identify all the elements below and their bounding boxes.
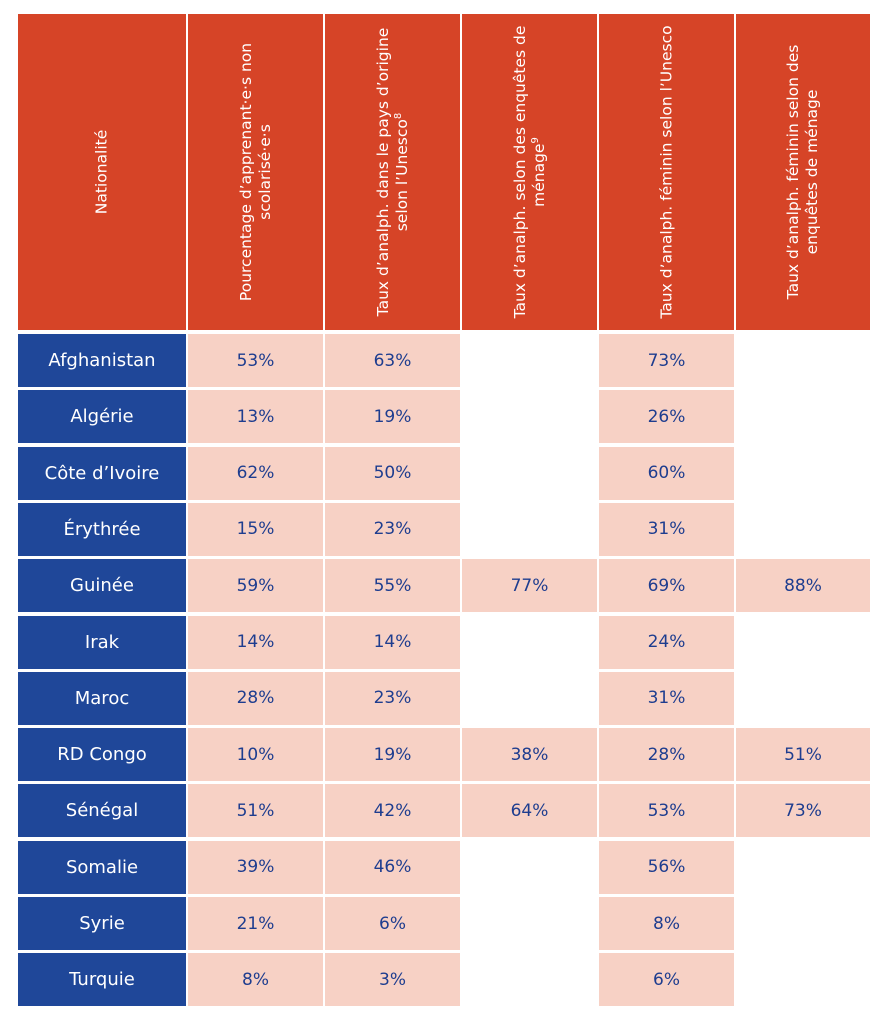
value-cell: 26% — [599, 390, 734, 444]
value-cell — [462, 503, 597, 556]
nationality-cell: Maroc — [18, 671, 186, 725]
header-label: Taux d’analph. dans le pays d’origine se… — [373, 27, 411, 317]
value-cell — [736, 897, 870, 950]
value-cell: 56% — [599, 840, 734, 894]
header-unschooled: Pourcentage d’apprenant·e·s non scolaris… — [188, 14, 323, 330]
nationality-cell: Algérie — [18, 390, 186, 444]
nationality-cell: Somalie — [18, 840, 186, 894]
table-row: Syrie 21% 6% 8% — [18, 897, 870, 950]
value-cell: 14% — [188, 615, 323, 669]
value-cell: 60% — [599, 446, 734, 500]
nationality-cell: Irak — [18, 615, 186, 669]
value-cell: 14% — [325, 615, 460, 669]
table-row: Côte d’Ivoire 62% 50% 60% — [18, 446, 870, 500]
value-cell: 88% — [736, 559, 870, 613]
value-cell — [462, 334, 597, 387]
table-row: Somalie 39% 46% 56% — [18, 840, 870, 894]
value-cell — [462, 616, 597, 669]
value-cell: 64% — [462, 784, 597, 838]
nationality-cell: Érythrée — [18, 502, 186, 556]
value-cell — [736, 390, 870, 443]
value-cell: 10% — [188, 728, 323, 782]
value-cell: 73% — [599, 334, 734, 387]
header-label: Taux d’analph. selon des enquêtes de mén… — [510, 25, 548, 319]
value-cell — [736, 334, 870, 387]
value-cell — [462, 953, 597, 1006]
header-label: Pourcentage d’apprenant·e·s non scolaris… — [236, 42, 274, 302]
table-row: Guinée 59% 55% 77% 69% 88% — [18, 559, 870, 613]
value-cell: 53% — [188, 334, 323, 387]
table-row: Érythrée 15% 23% 31% — [18, 502, 870, 556]
value-cell: 8% — [599, 897, 734, 950]
value-cell: 50% — [325, 446, 460, 500]
header-label: Taux d’analph. féminin selon l’Unesco — [657, 25, 675, 319]
value-cell: 19% — [325, 390, 460, 444]
header-household-rate: Taux d’analph. selon des enquêtes de mén… — [462, 14, 597, 330]
value-cell: 73% — [736, 784, 870, 838]
value-cell: 6% — [325, 897, 460, 950]
header-label: Taux d’analph. féminin selon des enquête… — [784, 44, 821, 300]
value-cell: 55% — [325, 559, 460, 613]
value-cell: 53% — [599, 784, 734, 838]
value-cell: 69% — [599, 559, 734, 613]
table-row: Maroc 28% 23% 31% — [18, 671, 870, 725]
value-cell: 62% — [188, 446, 323, 500]
value-cell — [736, 616, 870, 669]
value-cell: 6% — [599, 953, 734, 1007]
header-female-household: Taux d’analph. féminin selon des enquête… — [736, 14, 870, 330]
value-cell: 15% — [188, 502, 323, 556]
value-cell: 23% — [325, 671, 460, 725]
value-cell — [736, 447, 870, 500]
table-row: RD Congo 10% 19% 38% 28% 51% — [18, 728, 870, 782]
nationality-cell: RD Congo — [18, 728, 186, 782]
nationality-cell: Turquie — [18, 953, 186, 1007]
header-unesco-rate: Taux d’analph. dans le pays d’origine se… — [325, 14, 460, 330]
value-cell — [736, 841, 870, 894]
value-cell — [462, 447, 597, 500]
value-cell: 59% — [188, 559, 323, 613]
nationality-cell: Afghanistan — [18, 334, 186, 387]
nationality-cell: Côte d’Ivoire — [18, 446, 186, 500]
value-cell — [462, 841, 597, 894]
value-cell: 77% — [462, 559, 597, 613]
nationality-cell: Guinée — [18, 559, 186, 613]
value-cell: 42% — [325, 784, 460, 838]
nationality-cell: Sénégal — [18, 784, 186, 838]
table-row: Turquie 8% 3% 6% — [18, 953, 870, 1007]
value-cell: 51% — [736, 728, 870, 782]
table-row: Sénégal 51% 42% 64% 53% 73% — [18, 784, 870, 838]
value-cell: 28% — [188, 671, 323, 725]
value-cell: 8% — [188, 953, 323, 1007]
footnote-ref: 9 — [529, 137, 541, 144]
table-row: Afghanistan 53% 63% 73% — [18, 334, 870, 387]
value-cell: 28% — [599, 728, 734, 782]
value-cell: 31% — [599, 671, 734, 725]
value-cell: 23% — [325, 502, 460, 556]
value-cell — [736, 503, 870, 556]
table-row: Irak 14% 14% 24% — [18, 615, 870, 669]
value-cell: 3% — [325, 953, 460, 1007]
table-row: Algérie 13% 19% 26% — [18, 390, 870, 444]
value-cell: 13% — [188, 390, 323, 444]
header-female-unesco: Taux d’analph. féminin selon l’Unesco — [599, 14, 734, 330]
value-cell: 19% — [325, 728, 460, 782]
value-cell: 51% — [188, 784, 323, 838]
value-cell: 24% — [599, 615, 734, 669]
value-cell: 46% — [325, 840, 460, 894]
value-cell — [736, 953, 870, 1006]
value-cell — [462, 897, 597, 950]
value-cell: 21% — [188, 897, 323, 950]
value-cell: 31% — [599, 502, 734, 556]
value-cell: 63% — [325, 334, 460, 387]
footnote-ref: 8 — [392, 112, 404, 120]
value-cell: 39% — [188, 840, 323, 894]
value-cell — [736, 672, 870, 725]
header-label: Nationalité — [92, 129, 111, 215]
value-cell: 38% — [462, 728, 597, 782]
nationality-cell: Syrie — [18, 897, 186, 950]
header-nationality: Nationalité — [18, 14, 186, 330]
value-cell — [462, 390, 597, 443]
value-cell — [462, 672, 597, 725]
